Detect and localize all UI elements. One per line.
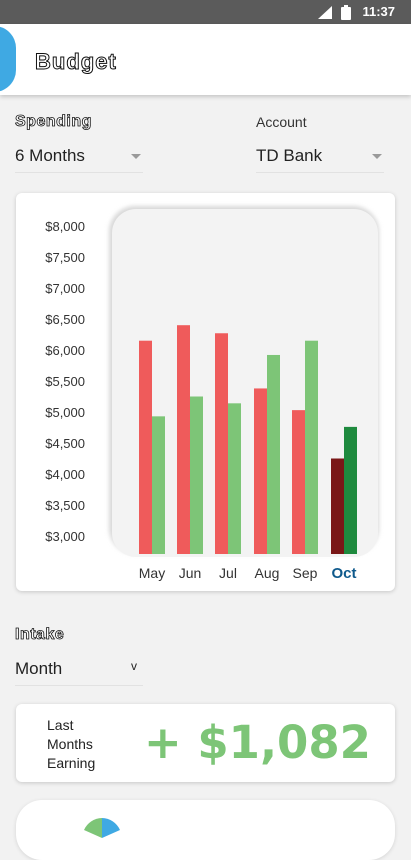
y-tick-label: $4,000: [45, 467, 85, 482]
earning-label-line: Earning: [47, 755, 96, 771]
y-tick-label: $7,500: [45, 250, 85, 265]
breakdown-card: [16, 800, 395, 860]
intake-bar-jul[interactable]: [228, 403, 241, 554]
earning-amount: + $1,082: [143, 716, 371, 769]
y-tick-label: $6,500: [45, 312, 85, 327]
x-tick-label-oct[interactable]: Oct: [331, 565, 356, 582]
spending-label: Spending: [15, 113, 92, 131]
y-tick-label: $5,000: [45, 405, 85, 420]
spending-period-value: 6 Months: [15, 146, 85, 165]
account-value: TD Bank: [256, 146, 323, 165]
spending-bar-jul[interactable]: [215, 333, 228, 554]
y-tick-label: $5,500: [45, 374, 85, 389]
spending-chart-card: $8,000 $7,500 $7,000 $6,500 $6,000 $5,500 $5,0…: [16, 193, 395, 591]
battery-icon: [341, 5, 351, 20]
y-tick-label: $3,500: [45, 498, 85, 513]
chevron-down-icon: v: [131, 659, 137, 673]
intake-label: Intake: [15, 626, 65, 644]
spending-bar-oct[interactable]: [331, 458, 344, 555]
x-tick-label-jul[interactable]: Jul: [219, 565, 237, 581]
spending-bar-may[interactable]: [139, 340, 152, 554]
dropdown-caret-icon: [131, 154, 141, 159]
y-tick-label: $7,000: [45, 281, 85, 296]
intake-bar-aug[interactable]: [267, 354, 280, 554]
y-tick-label: $3,000: [45, 529, 85, 544]
x-tick-label-may[interactable]: May: [139, 565, 165, 581]
status-bar: 11:37: [0, 0, 411, 24]
earning-card: Last Months Earning + $1,082: [16, 704, 395, 782]
y-tick-label: $6,000: [45, 343, 85, 358]
page-title: Budget: [35, 49, 117, 75]
menu-tab[interactable]: [0, 26, 16, 92]
intake-bar-sep[interactable]: [305, 340, 318, 554]
x-tick-label-aug[interactable]: Aug: [255, 565, 280, 581]
intake-period-value: Month: [15, 659, 63, 678]
spending-bar-jun[interactable]: [177, 325, 190, 554]
intake-bar-jun[interactable]: [190, 396, 203, 555]
account-label: Account: [256, 114, 307, 130]
earning-label-line: Last: [47, 717, 74, 733]
x-tick-label-sep[interactable]: Sep: [293, 565, 318, 581]
account-select[interactable]: TD Bank: [256, 142, 384, 173]
earning-label-line: Months: [47, 736, 93, 752]
pie-chart-icon: [84, 818, 120, 838]
spending-bar-sep[interactable]: [292, 410, 305, 554]
intake-period-select[interactable]: Month v: [15, 655, 143, 686]
app-bar: Budget: [0, 24, 411, 95]
intake-bar-oct[interactable]: [344, 426, 357, 554]
intake-bar-may[interactable]: [152, 416, 165, 554]
x-tick-label-jun[interactable]: Jun: [179, 565, 202, 581]
status-time: 11:37: [362, 4, 395, 19]
spending-chart: $8,000 $7,500 $7,000 $6,500 $6,000 $5,500 $5,0…: [45, 206, 379, 582]
dropdown-caret-icon: [372, 154, 382, 159]
spending-bar-aug[interactable]: [254, 388, 267, 554]
spending-period-select[interactable]: 6 Months: [15, 142, 143, 173]
y-tick-label: $4,500: [45, 436, 85, 451]
y-tick-label: $8,000: [45, 219, 85, 234]
signal-icon: [318, 6, 332, 19]
